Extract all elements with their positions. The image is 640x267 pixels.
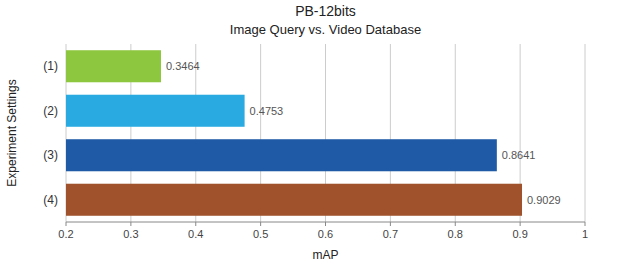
chart-svg: PB-12bits Image Query vs. Video Database 0… [0,0,640,267]
x-axis-line [66,222,585,223]
bar [66,139,497,171]
data-label: 0.8641 [502,149,536,161]
x-tick-label: 0.4 [188,228,203,240]
x-tick [520,222,521,226]
x-tick-label: 0.2 [58,228,73,240]
bar [66,95,245,127]
x-tick [585,222,586,226]
x-tick [130,222,131,226]
bar [66,50,161,82]
x-tick [195,222,196,226]
bar [66,184,522,216]
y-tick-label: (3) [43,148,58,162]
y-axis-label: Experiment Settings [5,79,19,186]
x-tick-label: 0.9 [512,228,527,240]
x-tick-label: 0.6 [318,228,333,240]
x-tick [325,222,326,226]
x-tick [260,222,261,226]
data-label: 0.4753 [250,105,284,117]
x-axis-label: mAP [312,248,338,262]
y-tick-label: (4) [43,193,58,207]
x-tick [66,222,67,226]
bars [66,50,522,216]
data-label: 0.3464 [166,60,200,72]
y-tick-label: (2) [43,104,58,118]
grid-line [585,44,586,222]
data-labels: 0.3464 0.4753 0.8641 0.9029 [166,60,561,206]
x-tick-label: 0.8 [448,228,463,240]
x-tick-label: 0.3 [123,228,138,240]
x-tick-label: 0.5 [253,228,268,240]
x-tick [455,222,456,226]
subtitle: Image Query vs. Video Database [230,22,421,37]
data-label: 0.9029 [527,194,561,206]
x-tick [390,222,391,226]
y-tick-label: (1) [43,59,58,73]
title: PB-12bits [295,3,356,19]
chart-container: PB-12bits Image Query vs. Video Database 0… [0,0,640,267]
x-tick-label: 0.7 [383,228,398,240]
x-tick-label: 1 [582,228,588,240]
